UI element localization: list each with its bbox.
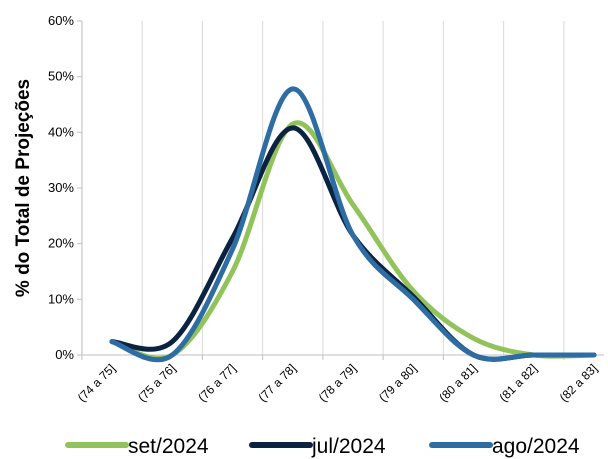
series-line-set-2024 [109, 120, 597, 361]
x-tick-label: (78 a 79] [316, 361, 359, 404]
x-tick-label: (74 a 75] [75, 361, 118, 404]
legend-label: jul/2024 [311, 435, 386, 458]
series-line-jul-2024 [109, 125, 597, 362]
y-axis: 0% 10% 20% 30% 40% 50% 60% [48, 13, 83, 362]
legend-label: set/2024 [128, 435, 209, 458]
x-tick-label: (76 a 77] [195, 361, 238, 404]
series-lines [109, 86, 597, 363]
y-tick-label: 60% [48, 13, 74, 28]
x-tick-label: (77 a 78] [255, 361, 298, 404]
legend: set/2024 jul/2024 ago/2024 [65, 435, 580, 458]
series-line-ago-2024 [109, 86, 597, 363]
x-axis: (74 a 75] (75 a 76] (76 a 77] (77 a 78] (78 … [75, 354, 604, 405]
y-tick-label: 20% [48, 236, 74, 251]
y-tick-label: 50% [48, 69, 74, 84]
y-tick-label: 10% [48, 291, 74, 306]
y-tick-label: 0% [55, 347, 74, 362]
x-tick-label: (82 a 83] [557, 361, 600, 404]
x-tick-label: (80 a 81] [436, 361, 479, 404]
x-tick-label: (79 a 80] [376, 361, 419, 404]
y-tick-label: 40% [48, 124, 74, 139]
y-axis-label: % do Total de Projeções [13, 79, 34, 297]
legend-label: ago/2024 [492, 435, 580, 458]
x-tick-label: (81 a 82] [496, 361, 539, 404]
x-tick-label: (75 a 76] [135, 361, 178, 404]
vertical-gridlines [81, 21, 565, 355]
y-tick-label: 30% [48, 180, 74, 195]
